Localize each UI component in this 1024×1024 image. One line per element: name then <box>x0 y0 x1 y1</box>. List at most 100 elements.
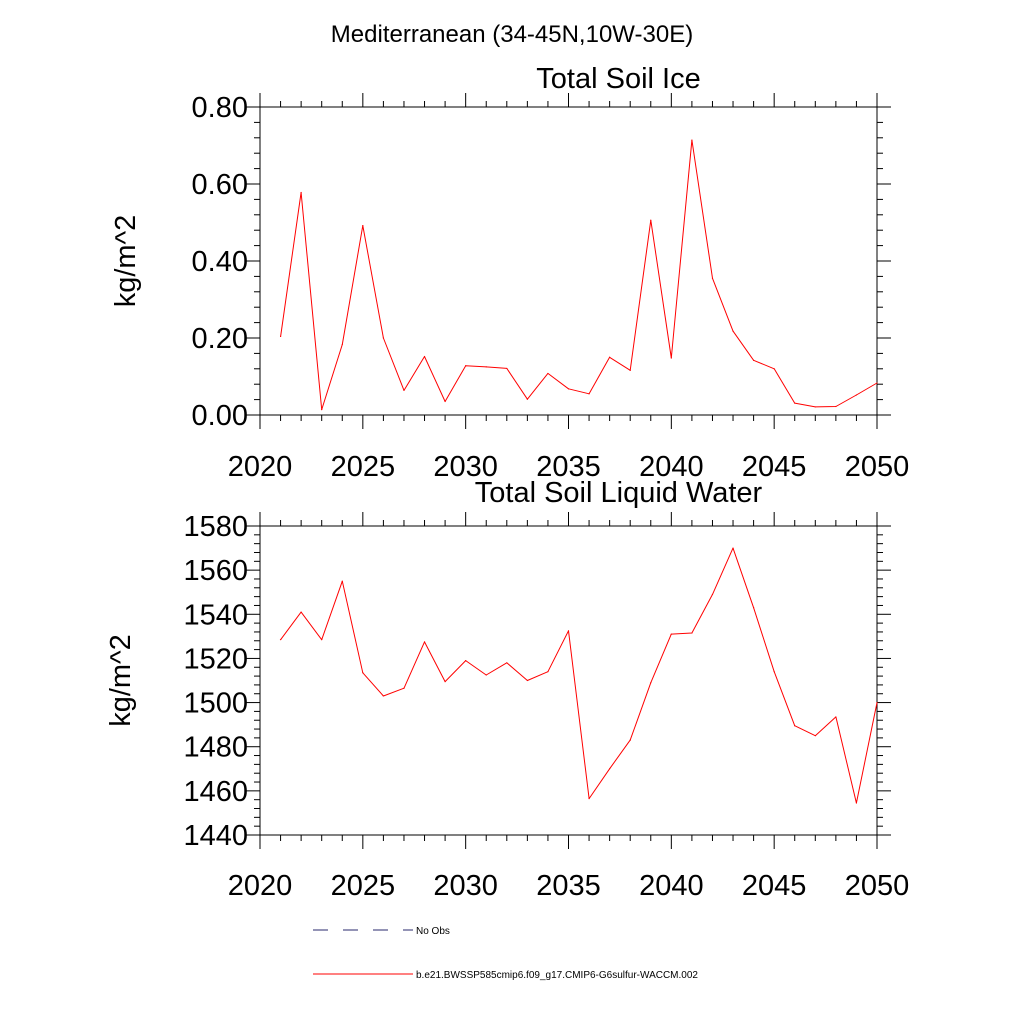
chart1-x-tick-label: 2025 <box>331 870 396 902</box>
chart1-data-point <box>279 639 282 641</box>
chart1-y-tick-label: 1540 <box>183 599 248 631</box>
chart0-data-point <box>300 191 302 194</box>
chart0-data-point <box>732 330 734 332</box>
chart1-data-point <box>711 593 714 596</box>
chart0-plot-frame <box>259 106 878 416</box>
chart1-y-tick-label: 1460 <box>183 776 248 808</box>
chart0-y-tick-label: 0.40 <box>192 246 248 278</box>
chart1-ylabel: kg/m^2 <box>105 634 137 727</box>
chart0-data-point <box>650 219 652 221</box>
chart1-y-tick-label: 1500 <box>183 688 248 720</box>
chart0-x-tick-label: 2045 <box>742 451 807 483</box>
chart1-x-tick-label: 2020 <box>228 870 293 902</box>
chart1-data-point <box>835 716 837 718</box>
chart1-series-line-0 <box>280 547 878 804</box>
chart1-data-point <box>691 632 693 634</box>
figure-suptitle: Mediterranean (34-45N,10W-30E) <box>331 21 693 48</box>
chart0-y-tick-label: 0.00 <box>192 400 248 432</box>
chart1-data-point <box>403 687 405 689</box>
chart1-data-point <box>300 611 302 613</box>
legend-label-model-run: b.e21.BWSSP585cmip6.f09_g17.CMIP6-G6sulf… <box>416 970 698 981</box>
chart0-data-point <box>526 398 528 400</box>
chart1-x-tick-label: 2050 <box>845 870 910 902</box>
chart0-x-tick-label: 2020 <box>228 451 293 483</box>
chart1-x-tick-label: 2040 <box>639 870 704 902</box>
chart1-data-point <box>753 607 755 609</box>
chart1-data-point <box>423 641 426 643</box>
chart1-data-point <box>547 671 549 673</box>
chart1-y-tick-label: 1580 <box>183 511 248 543</box>
chart0-data-point <box>794 402 796 404</box>
chart0-data-point <box>362 224 364 227</box>
chart1-data-point <box>567 630 570 632</box>
chart0-data-point <box>855 394 858 396</box>
chart0-data-point <box>506 367 508 370</box>
legend: No Obs b.e21.BWSSP585cmip6.f09_g17.CMIP6… <box>313 926 698 981</box>
chart1-data-point <box>526 679 528 682</box>
chart1-data-point <box>341 580 343 582</box>
panel-total-soil-ice: Total Soil Ice kg/m^2 2020 2025 2030 2035 2040… <box>110 63 909 483</box>
chart1-data-point <box>506 662 508 664</box>
chart0-data-point <box>444 400 446 403</box>
chart0-ylabel: kg/m^2 <box>110 215 142 308</box>
chart1-data-point <box>814 735 816 737</box>
chart0-data-point <box>465 365 467 367</box>
chart0-data-point <box>547 372 549 375</box>
chart1-data-point <box>855 802 858 804</box>
chart1-data-point <box>485 674 487 676</box>
chart0-data-point <box>423 355 426 358</box>
chart0-data-point <box>321 409 323 411</box>
chart1-y-tick-label: 1560 <box>183 555 248 587</box>
chart1-y-tick-label: 1440 <box>183 820 248 852</box>
chart1-data-point <box>670 633 672 635</box>
chart0-x-tick-label: 2050 <box>845 451 910 483</box>
chart0-y-tick-label: 0.80 <box>192 92 248 124</box>
chart0-data-point <box>341 343 343 346</box>
chart0-x-tick-label: 2025 <box>331 451 396 483</box>
chart0-title: Total Soil Ice <box>536 63 700 95</box>
chart1-data-point <box>629 739 631 741</box>
chart1-data-point <box>732 547 734 549</box>
chart1-y-tick-label: 1480 <box>183 732 248 764</box>
chart1-plot-frame <box>259 525 878 836</box>
chart1-data-point <box>362 672 364 674</box>
chart0-data-point <box>835 405 837 408</box>
chart1-data-point <box>465 660 467 662</box>
chart0-data-point <box>403 389 405 391</box>
chart0-data-point <box>691 139 693 141</box>
chart1-data-point <box>444 681 446 683</box>
chart0-data-point <box>670 357 672 359</box>
chart1-y-tick-label: 1520 <box>183 643 248 675</box>
chart1-x-tick-label: 2045 <box>742 870 807 902</box>
chart0-data-point <box>711 277 714 279</box>
panel-total-soil-liquid-water: Total Soil Liquid Water kg/m^2 2020 2025 203… <box>105 477 909 902</box>
chart1-title: Total Soil Liquid Water <box>475 477 763 509</box>
chart0-x-tick-label: 2030 <box>433 451 498 483</box>
chart0-data-point <box>382 337 384 339</box>
chart1-data-point <box>876 701 878 704</box>
chart1-data-point <box>773 671 775 673</box>
chart0-y-tick-label: 0.60 <box>192 169 248 201</box>
chart1-data-point <box>382 695 384 697</box>
chart1-x-tick-label: 2035 <box>536 870 601 902</box>
chart1-data-point <box>588 797 590 800</box>
chart0-data-point <box>773 368 775 370</box>
chart0-data-point <box>814 406 816 408</box>
chart1-data-point <box>650 682 652 684</box>
chart0-series-line-0 <box>280 139 878 411</box>
chart0-data-point <box>609 356 611 358</box>
chart0-y-tick-label: 0.20 <box>192 323 248 355</box>
chart0-data-point <box>588 393 590 395</box>
chart0-x-tick-label: 2040 <box>639 451 704 483</box>
legend-label-no-obs: No Obs <box>416 926 450 937</box>
chart0-data-point <box>629 369 631 371</box>
chart0-data-point <box>279 335 282 338</box>
chart0-data-point <box>876 382 878 384</box>
chart1-data-point <box>321 639 323 641</box>
chart1-x-tick-label: 2030 <box>433 870 498 902</box>
chart1-data-point <box>609 768 611 770</box>
chart0-data-point <box>485 366 487 368</box>
chart0-data-point <box>753 359 755 361</box>
chart1-data-point <box>794 725 796 727</box>
